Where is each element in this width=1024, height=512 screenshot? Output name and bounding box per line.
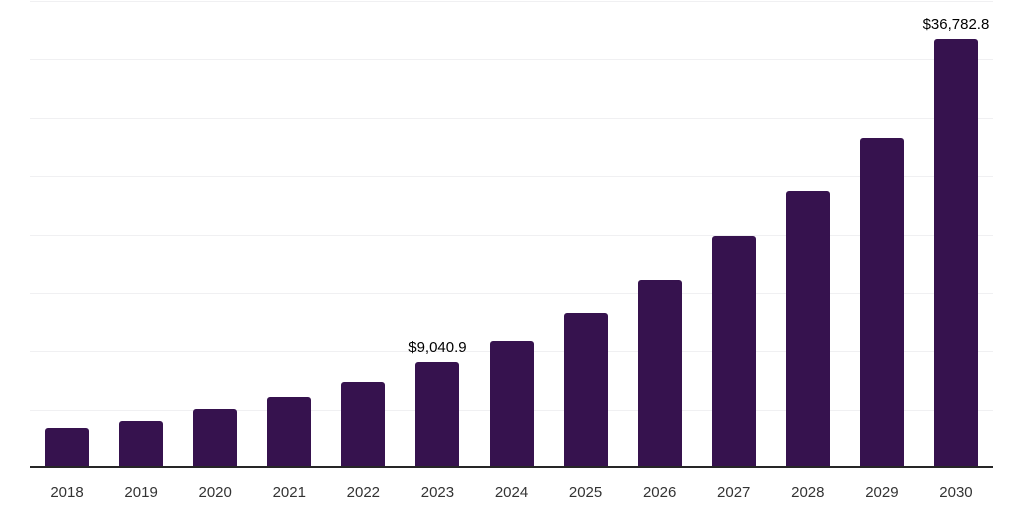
bar-2024[interactable] bbox=[489, 341, 534, 468]
gridline bbox=[30, 176, 993, 178]
gridline bbox=[30, 292, 993, 294]
x-tick-2030: 2030 bbox=[939, 484, 973, 501]
x-tick-2024: 2024 bbox=[494, 484, 529, 501]
bar-2026[interactable] bbox=[637, 280, 682, 468]
x-axis-line bbox=[30, 466, 993, 468]
x-tick-2027: 2027 bbox=[717, 484, 751, 501]
x-tick-2022: 2022 bbox=[346, 484, 381, 501]
bar-2018[interactable] bbox=[45, 428, 90, 468]
x-tick-2029: 2029 bbox=[865, 484, 899, 501]
bar-2022[interactable] bbox=[341, 381, 386, 468]
value-label-2030: $36,782.8 bbox=[922, 15, 990, 33]
bar-2020[interactable] bbox=[193, 409, 238, 468]
bar-2028[interactable] bbox=[785, 190, 830, 468]
bar-2025[interactable] bbox=[563, 313, 608, 468]
bar-2030[interactable] bbox=[933, 38, 978, 468]
x-tick-2018: 2018 bbox=[50, 484, 84, 501]
bar-2029[interactable] bbox=[859, 137, 904, 468]
x-tick-2025: 2025 bbox=[568, 484, 603, 501]
x-tick-2023: 2023 bbox=[420, 484, 455, 501]
gridline bbox=[30, 1, 993, 2]
value-label-2023: $9,040.9 bbox=[408, 339, 467, 357]
bar-2027[interactable] bbox=[711, 236, 756, 468]
x-tick-2026: 2026 bbox=[642, 484, 677, 501]
bar-2021[interactable] bbox=[267, 396, 312, 468]
x-tick-2028: 2028 bbox=[791, 484, 825, 501]
x-tick-2021: 2021 bbox=[272, 484, 306, 501]
x-axis-labels: 2018 2019 2020 2021 2022 2023 2024 2025 2026 2027… bbox=[30, 470, 993, 512]
bar-2019[interactable] bbox=[119, 420, 164, 468]
gridline bbox=[30, 59, 993, 61]
x-tick-2019: 2019 bbox=[124, 484, 158, 501]
gridline bbox=[30, 117, 993, 119]
bar-2023[interactable] bbox=[415, 362, 460, 468]
plot-area: $9,040.9 $36,782.8 bbox=[30, 0, 993, 468]
x-tick-2020: 2020 bbox=[198, 484, 232, 501]
gridline bbox=[30, 234, 993, 236]
